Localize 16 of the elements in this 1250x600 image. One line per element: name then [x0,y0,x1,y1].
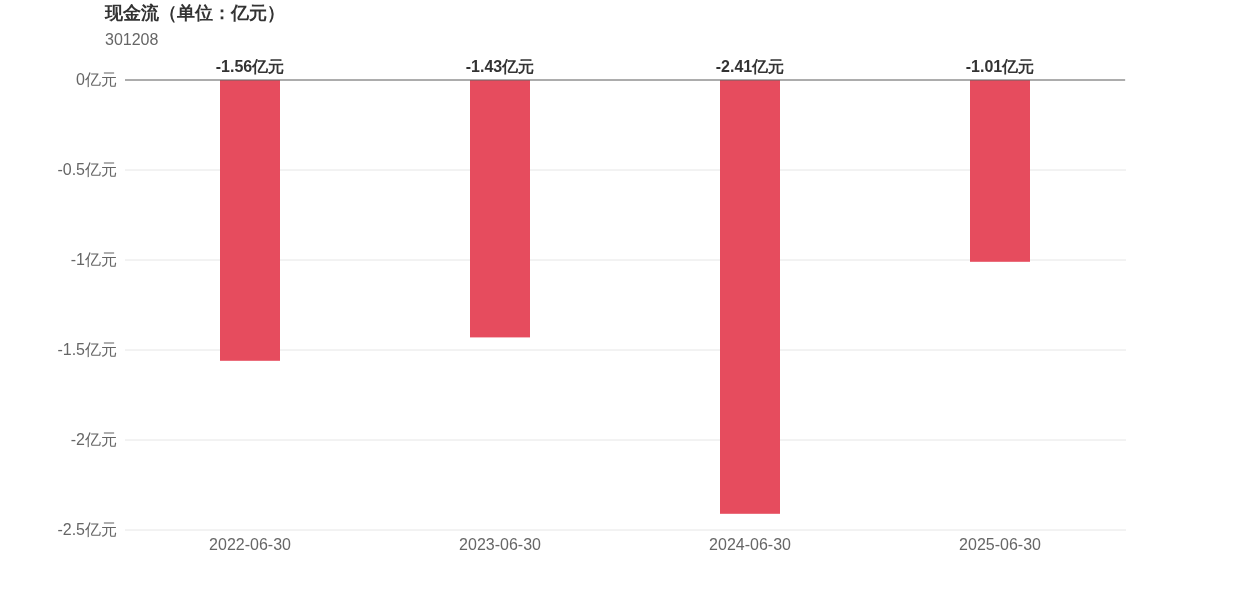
x-tick-label: 2023-06-30 [459,536,542,553]
chart-subtitle: 301208 [105,31,159,48]
x-tick-label: 2024-06-30 [709,536,792,553]
y-tick-label: -2.5亿元 [57,521,117,538]
x-tick-label: 2022-06-30 [209,536,292,553]
y-tick-label: -2亿元 [70,431,117,448]
data-label: -1.43亿元 [465,58,535,75]
x-tick-label: 2025-06-30 [959,536,1042,553]
y-tick-label: -1亿元 [70,251,117,268]
data-label: -1.01亿元 [965,58,1035,75]
chart-title: 现金流（单位：亿元） [104,3,285,23]
data-label: -2.41亿元 [715,58,785,75]
data-label: -1.56亿元 [215,58,285,75]
y-tick-label: -0.5亿元 [57,161,117,178]
y-tick-label: -1.5亿元 [57,341,117,358]
y-tick-label: 0亿元 [76,71,117,88]
